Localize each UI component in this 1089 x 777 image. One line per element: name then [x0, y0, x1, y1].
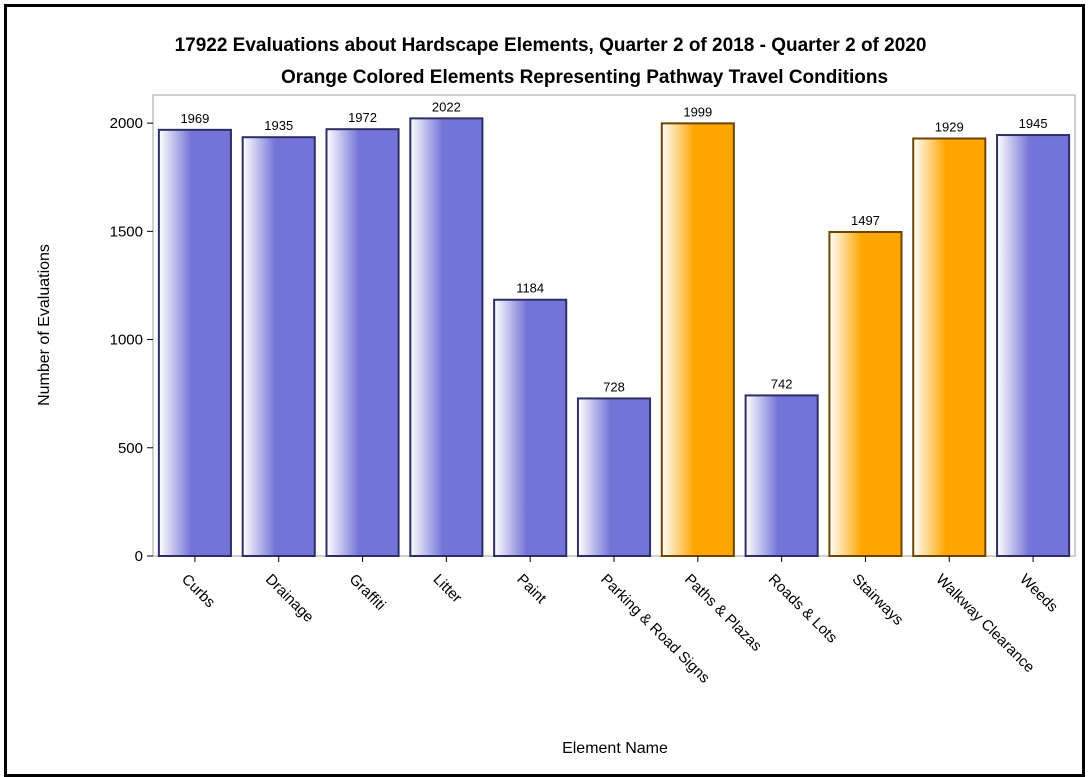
x-axis: Curbs Drainage Graffiti Litter Paint Parking … [178, 556, 1061, 687]
x-tick-label: Litter [430, 571, 466, 607]
chart-subtitle: Orange Colored Elements Representing Pat… [280, 67, 889, 88]
y-tick-label: 2000 [110, 115, 143, 132]
data-label: 1972 [348, 110, 377, 125]
bar-chart: 0 500 1000 1500 2000 1969 1935 1972 2022 1184 728… [36, 94, 1076, 757]
x-axis-title: Element Name [562, 740, 668, 757]
bar-curbs [157, 128, 232, 557]
bar-paint [493, 298, 568, 557]
data-label: 1497 [851, 213, 880, 228]
bar-weeds [996, 134, 1071, 557]
y-tick-label: 500 [118, 440, 143, 457]
x-tick-label: Drainage [262, 571, 317, 626]
data-label: 1945 [1019, 116, 1048, 131]
data-label: 2022 [432, 99, 461, 114]
x-tick-label: Graffiti [346, 571, 389, 614]
bar-litter [409, 117, 484, 558]
y-tick-label: 1500 [110, 223, 143, 240]
data-label: 1935 [264, 118, 293, 133]
chart-title: 17922 Evaluations about Hardscape Elemen… [174, 35, 927, 56]
x-tick-label: Curbs [178, 571, 218, 611]
bar-roads-lots [744, 394, 819, 557]
x-tick-label: Roads & Lots [765, 571, 841, 647]
chart-frame: 17922 Evaluations about Hardscape Elemen… [4, 4, 1085, 777]
y-tick-label: 0 [135, 548, 143, 565]
x-tick-label: Weeds [1016, 571, 1061, 616]
x-tick-label: Paint [513, 571, 550, 608]
bars [157, 117, 1071, 558]
bar-stairways [828, 231, 903, 557]
bar-graffiti [325, 128, 400, 557]
data-label: 742 [771, 376, 793, 391]
data-label: 1999 [683, 104, 712, 119]
x-tick-label: Paths & Plazas [681, 571, 765, 655]
bar-parking-road-signs [576, 397, 652, 557]
data-labels: 1969 1935 1972 2022 1184 728 1999 742 1497 1929 19… [180, 99, 1047, 394]
bar-paths-plazas [660, 122, 735, 558]
y-axis: 0 500 1000 1500 2000 [110, 115, 153, 565]
bar-drainage [241, 136, 316, 557]
data-label: 728 [603, 379, 625, 394]
y-axis-title: Number of Evaluations [36, 244, 53, 406]
data-label: 1969 [180, 111, 209, 126]
data-label: 1929 [935, 120, 964, 135]
x-tick-label: Stairways [849, 571, 907, 629]
bar-walkway-clearance [912, 137, 987, 558]
y-tick-label: 1000 [110, 332, 143, 349]
data-label: 1184 [516, 281, 544, 296]
